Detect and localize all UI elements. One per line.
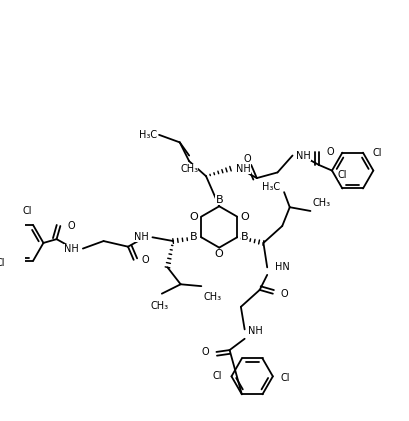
Text: Cl: Cl (280, 373, 289, 383)
Text: H₃C: H₃C (262, 182, 280, 192)
Text: NH: NH (296, 151, 310, 160)
Text: NH: NH (134, 232, 148, 242)
Text: O: O (214, 249, 223, 259)
Text: Cl: Cl (212, 371, 222, 381)
Text: NH: NH (248, 326, 263, 336)
Text: B: B (189, 232, 197, 242)
Text: Cl: Cl (22, 205, 32, 216)
Text: O: O (189, 212, 198, 221)
Text: O: O (243, 154, 251, 164)
Text: NH: NH (236, 164, 250, 174)
Text: O: O (141, 255, 148, 265)
Text: O: O (68, 221, 75, 231)
Text: O: O (201, 347, 209, 357)
Text: CH₃: CH₃ (151, 301, 169, 311)
Text: CH₃: CH₃ (312, 198, 330, 208)
Text: Cl: Cl (371, 148, 381, 157)
Text: NH: NH (64, 244, 79, 253)
Text: HN: HN (274, 262, 289, 272)
Text: O: O (326, 147, 333, 157)
Text: CH₃: CH₃ (203, 292, 221, 302)
Text: O: O (280, 289, 287, 298)
Text: H₃C: H₃C (139, 130, 157, 140)
Text: Cl: Cl (337, 170, 346, 180)
Text: O: O (240, 212, 248, 221)
Text: B: B (240, 232, 248, 242)
Text: B: B (215, 195, 222, 205)
Text: Cl: Cl (0, 258, 5, 268)
Text: CH₃: CH₃ (180, 164, 198, 174)
